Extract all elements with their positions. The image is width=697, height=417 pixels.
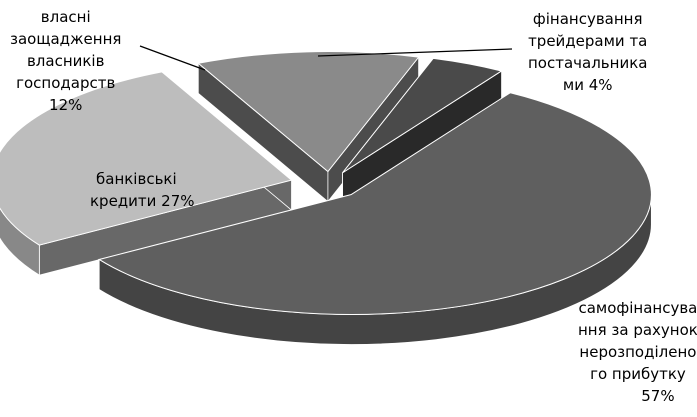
- slice-label-own-savings: власні заощадження власників господарств…: [10, 8, 122, 114]
- leader-line-own-savings: [139, 45, 206, 71]
- pie-slice-1: [0, 71, 293, 246]
- slice-label-self-financing: самофінансува ння за рахунок нерозподіле…: [578, 299, 697, 405]
- slice-label-bank-credits: банківські кредити 27%: [90, 170, 195, 210]
- pie-slice-2: [197, 51, 420, 173]
- pie-slice-0: [97, 92, 652, 315]
- leader-line-trader-financing: [317, 48, 513, 57]
- pie-slice-3: [342, 57, 503, 174]
- slice-label-trader-financing: фінансування трейдерами та постачальника…: [528, 10, 648, 94]
